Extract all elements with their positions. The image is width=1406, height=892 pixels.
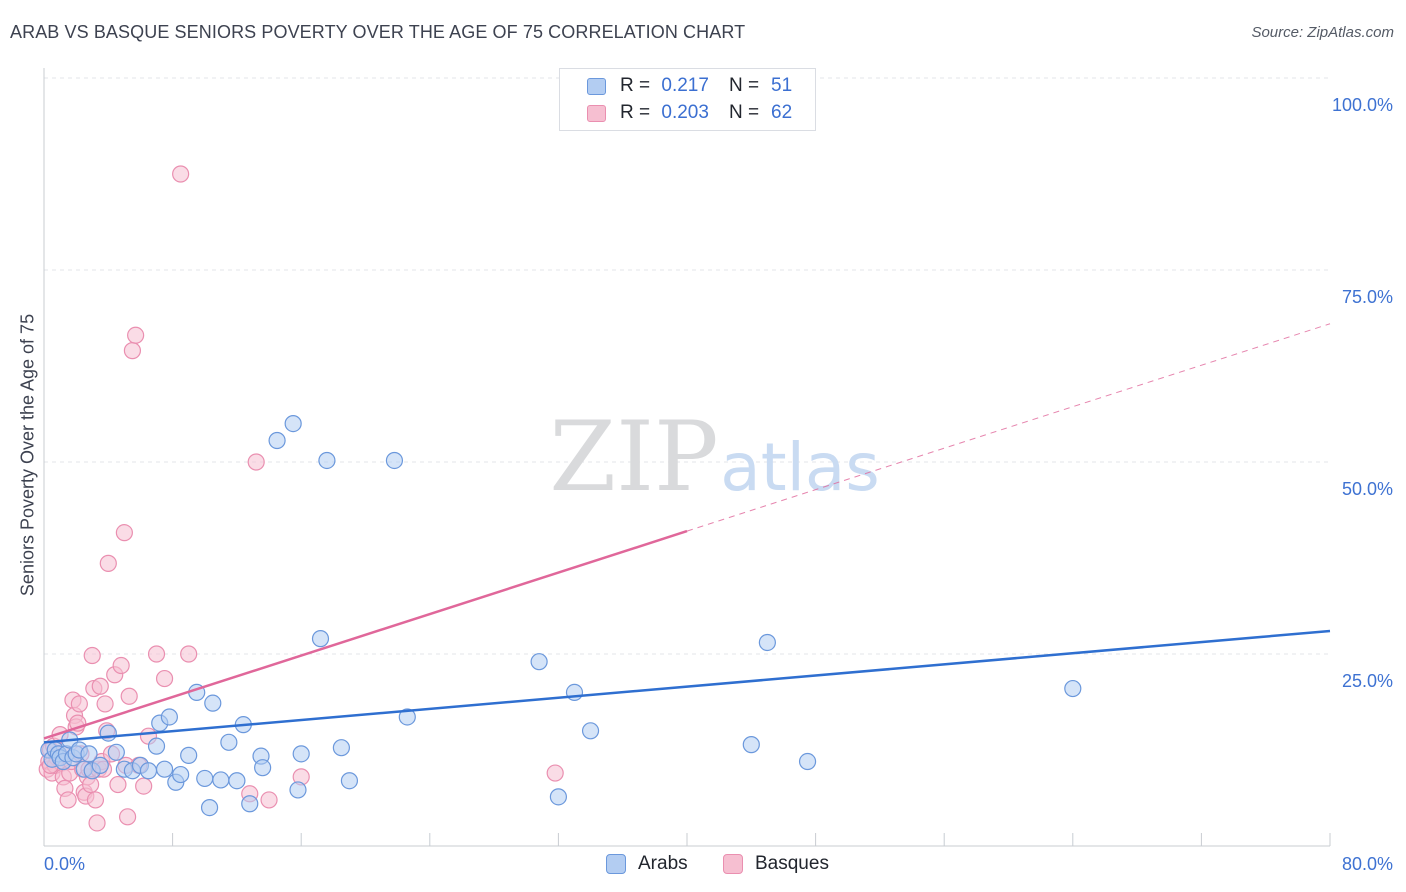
legend-r-value-arabs: 0.217 xyxy=(661,75,709,96)
x-tick-label: 80.0% xyxy=(1342,854,1393,874)
basque-point xyxy=(155,669,174,688)
arab-point xyxy=(220,733,238,751)
basque-point xyxy=(120,687,138,705)
basque-point xyxy=(109,775,127,794)
arab-point xyxy=(180,746,198,764)
arab-point xyxy=(1064,679,1082,698)
gridlines xyxy=(44,77,1330,655)
legend-n-value-arabs: 51 xyxy=(771,75,793,96)
arab-point xyxy=(204,694,222,712)
basques-trend-line-extension xyxy=(686,323,1331,532)
basque-point xyxy=(127,326,145,344)
y-tick-label: 50.0% xyxy=(1342,479,1393,499)
basque-point xyxy=(115,524,133,542)
bottom-legend-basques: Basques xyxy=(723,852,829,876)
y-tick-label: 75.0% xyxy=(1342,287,1393,307)
basques-swatch xyxy=(587,104,606,122)
arab-point xyxy=(99,724,117,742)
arab-point xyxy=(798,752,817,771)
arab-point xyxy=(398,708,416,726)
arab-point xyxy=(742,736,760,754)
basque-point xyxy=(112,656,130,675)
basques-trend-line xyxy=(43,529,688,740)
arab-point xyxy=(289,781,307,799)
basques-legend-label: Basques xyxy=(755,853,829,874)
legend-r-label: R = xyxy=(620,102,651,123)
arab-point xyxy=(160,708,178,726)
arab-point xyxy=(91,756,109,774)
watermark-atlas: atlas xyxy=(720,429,880,506)
tick-labels: 25.0% 50.0% 75.0% 100.0% 0.0% 80.0% xyxy=(44,95,1393,874)
basque-point xyxy=(135,777,153,795)
arab-point xyxy=(292,745,310,763)
basque-point xyxy=(180,645,198,663)
arab-point xyxy=(212,771,230,789)
arab-point xyxy=(340,772,359,790)
watermark-zip: ZIP xyxy=(549,401,718,513)
y-tick-label: 100.0% xyxy=(1332,95,1393,115)
basque-point xyxy=(96,695,114,713)
correlation-legend: R = 0.217 N = 51 R = 0.203 N = 62 xyxy=(559,68,816,131)
basque-point xyxy=(59,791,77,809)
arab-point xyxy=(80,745,98,763)
arabs-legend-swatch xyxy=(606,854,626,874)
arab-point xyxy=(311,630,330,648)
source-label: Source: ZipAtlas.com xyxy=(1251,24,1394,41)
basque-point xyxy=(260,791,278,809)
arab-point xyxy=(758,633,776,652)
arabs-trend-line xyxy=(43,629,1331,744)
arab-point xyxy=(172,765,190,784)
basques-points xyxy=(38,165,564,832)
arab-point xyxy=(196,769,214,788)
arab-point xyxy=(254,759,272,777)
legend-n-label: N = xyxy=(728,102,760,123)
arab-point xyxy=(332,739,350,757)
arab-point xyxy=(549,788,568,806)
axes xyxy=(43,68,1331,847)
basque-point xyxy=(118,808,137,826)
bottom-legend-arabs: Arabs xyxy=(606,852,688,876)
legend-r-label: R = xyxy=(620,75,651,96)
legend-n-value-basques: 62 xyxy=(771,102,793,123)
arab-point xyxy=(147,737,166,755)
arab-point xyxy=(228,772,246,790)
arab-point xyxy=(268,431,286,450)
legend-row-basques: R = 0.203 N = 62 xyxy=(587,100,792,126)
arabs-points xyxy=(40,415,1082,817)
arabs-swatch xyxy=(587,77,606,95)
basque-point xyxy=(83,646,101,665)
legend-row-arabs: R = 0.217 N = 51 xyxy=(587,73,792,99)
basque-point xyxy=(172,165,190,183)
basques-legend-swatch xyxy=(723,854,743,874)
basque-point xyxy=(546,764,564,782)
basque-point xyxy=(86,791,105,809)
basque-point xyxy=(91,677,109,695)
arab-point xyxy=(241,795,259,813)
chart-title: ARAB VS BASQUE SENIORS POVERTY OVER THE … xyxy=(10,22,746,42)
arab-point xyxy=(385,451,404,470)
basque-point xyxy=(88,814,106,832)
arab-point xyxy=(107,743,125,761)
legend-r-value-basques: 0.203 xyxy=(661,102,709,123)
y-tick-label: 25.0% xyxy=(1342,671,1393,691)
trend-lines xyxy=(43,323,1331,744)
basque-point xyxy=(123,342,142,360)
arab-point xyxy=(581,722,600,740)
arab-point xyxy=(318,451,336,470)
basque-point xyxy=(247,453,265,471)
basque-point xyxy=(99,554,117,572)
arabs-legend-label: Arabs xyxy=(638,853,688,874)
basque-point xyxy=(147,645,166,663)
arab-point xyxy=(155,760,174,778)
legend-n-label: N = xyxy=(728,75,760,96)
arab-point xyxy=(139,762,158,780)
arab-point xyxy=(530,653,548,671)
arab-point xyxy=(200,798,219,817)
arab-point xyxy=(284,415,302,433)
x-tick-label: 0.0% xyxy=(44,854,85,874)
basque-point xyxy=(70,695,88,713)
